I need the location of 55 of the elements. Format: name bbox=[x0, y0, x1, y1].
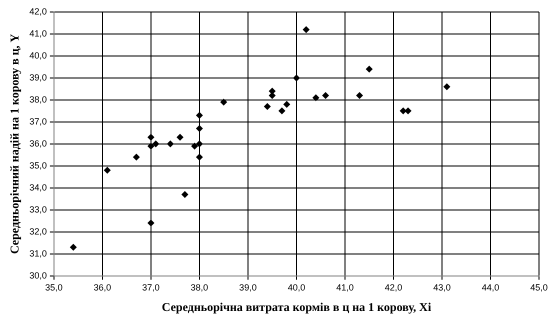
x-tick-label: 41,0 bbox=[336, 282, 354, 293]
point bbox=[196, 140, 203, 148]
point bbox=[176, 134, 184, 141]
x-tick-label: 42,0 bbox=[384, 282, 402, 293]
x-tick-label: 37,0 bbox=[142, 282, 160, 293]
y-tick-label: 37,0 bbox=[29, 116, 47, 126]
point bbox=[278, 107, 286, 114]
x-tick-label: 39,0 bbox=[239, 282, 257, 293]
point bbox=[404, 107, 412, 114]
y-tick-label: 42,0 bbox=[29, 6, 47, 16]
point bbox=[302, 26, 310, 34]
point bbox=[147, 220, 154, 227]
point bbox=[147, 134, 154, 141]
point bbox=[366, 66, 373, 73]
point bbox=[292, 74, 300, 82]
y-tick-label: 31,0 bbox=[29, 248, 47, 258]
x-tick-label: 44,0 bbox=[482, 282, 500, 293]
x-tick-label: 43,0 bbox=[433, 282, 451, 293]
point bbox=[220, 98, 228, 106]
y-tick-label: 32,0 bbox=[29, 226, 47, 236]
x-tick-label: 38,0 bbox=[190, 282, 208, 293]
x-axis-title: Середньорічна витрата кормів в ц на 1 корову, Xi bbox=[162, 300, 432, 314]
y-tick-label: 39,0 bbox=[29, 72, 47, 82]
point bbox=[283, 100, 290, 108]
x-tick-label: 35,0 bbox=[45, 282, 63, 293]
point bbox=[322, 92, 330, 100]
point bbox=[400, 107, 407, 114]
point bbox=[104, 166, 111, 174]
y-tick-label: 38,0 bbox=[29, 94, 47, 104]
point bbox=[264, 103, 271, 110]
y-tick-label: 36,0 bbox=[29, 138, 47, 148]
y-tick-label: 34,0 bbox=[29, 182, 47, 192]
point bbox=[191, 142, 198, 150]
x-tick-label: 36,0 bbox=[94, 282, 112, 293]
y-tick-label: 40,0 bbox=[29, 50, 47, 60]
point bbox=[268, 92, 276, 100]
x-tick-label: 40,0 bbox=[288, 282, 306, 293]
point bbox=[196, 112, 203, 119]
x-tick-label: 45,0 bbox=[530, 282, 548, 293]
point bbox=[152, 140, 160, 148]
point bbox=[132, 154, 140, 161]
point bbox=[147, 142, 154, 150]
y-tick-label: 41,0 bbox=[29, 28, 47, 38]
y-tick-label: 33,0 bbox=[29, 204, 47, 214]
point bbox=[443, 83, 450, 90]
point bbox=[356, 92, 364, 100]
y-tick-label: 35,0 bbox=[29, 160, 47, 170]
point bbox=[70, 244, 77, 251]
y-axis-title: Середньорічний надій на 1 корову в ц, Y bbox=[7, 33, 22, 254]
point bbox=[312, 94, 320, 102]
point bbox=[196, 125, 203, 132]
point bbox=[181, 190, 188, 198]
y-tick-label: 30,0 bbox=[29, 270, 47, 280]
point bbox=[166, 140, 174, 148]
point bbox=[196, 154, 203, 161]
